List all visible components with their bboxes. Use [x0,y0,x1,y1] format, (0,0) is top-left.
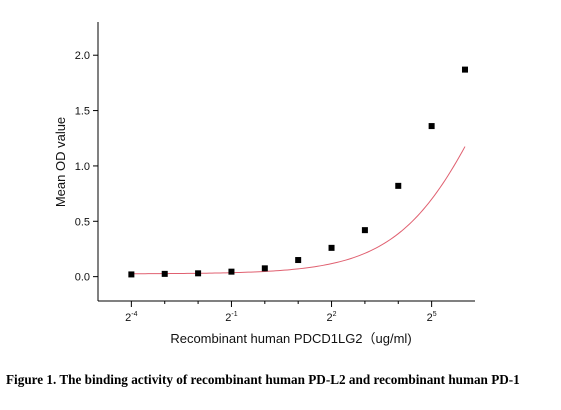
data-point [261,265,268,272]
binding-chart: 0.00.51.01.52.0 2-4 2-1 22 25 Mean OD value… [53,22,475,346]
x-tick-base: 2 [327,312,333,324]
data-point [195,270,202,277]
data-points [128,66,468,278]
data-point [328,244,335,251]
data-point [295,257,302,264]
x-tick-label: 2-1 [225,311,237,324]
y-axis-title: Mean OD value [53,117,68,207]
y-tick-label: 1.5 [75,106,90,118]
x-axis-title: Recombinant human PDCD1LG2（ug/ml) [170,331,411,346]
x-tick-label: 2-4 [125,311,137,324]
x-tick-base: 2 [225,312,231,324]
figure-caption: Figure 1. The binding activity of recomb… [6,372,520,387]
y-tick-label: 2.0 [75,50,90,62]
data-point [461,66,468,73]
data-point [395,182,402,189]
data-point [161,270,168,277]
x-tick-base: 2 [427,312,433,324]
x-tick-exponent: 5 [433,311,437,318]
x-tick-label: 22 [327,311,337,324]
y-ticks: 0.0 0.5 1.0 1.5 2.0 [75,50,98,284]
data-point [428,123,435,130]
data-point [228,268,235,275]
data-point [361,227,368,234]
y-tick-label: 0.0 [75,272,90,284]
y-tick-label: 1.0 [75,161,90,173]
x-ticks: 2-4 2-1 22 25 [125,301,437,324]
x-tick-exponent: 2 [333,311,337,318]
data-point [128,271,135,278]
x-tick-label: 25 [427,311,437,324]
x-tick-exponent: -1 [231,311,237,318]
x-tick-exponent: -4 [131,311,137,318]
fit-curve [131,146,466,275]
x-tick-base: 2 [125,312,131,324]
y-tick-label: 0.5 [75,216,90,228]
